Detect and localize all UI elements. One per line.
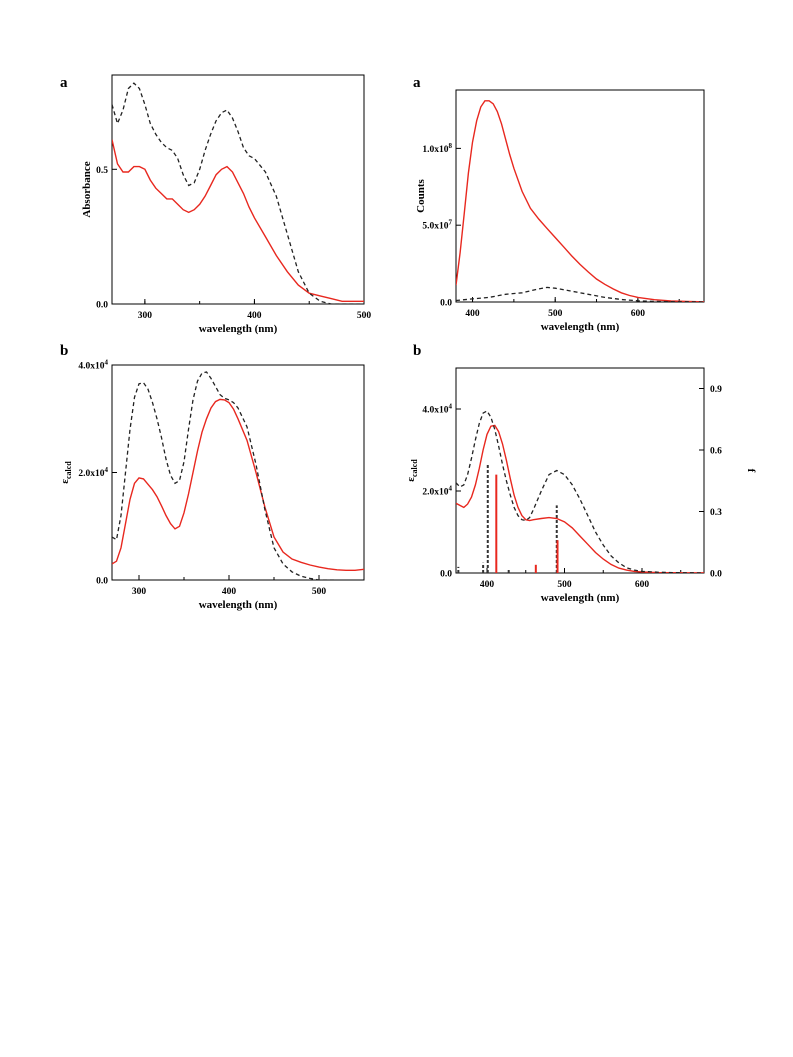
- series-line-solid: [112, 139, 364, 302]
- y-axis-title-text: ε: [405, 477, 417, 482]
- x-tick-label: 300: [132, 587, 147, 597]
- y-tick-label: 1.0x108: [422, 142, 452, 155]
- x-tick-label: 400: [465, 309, 480, 319]
- panel-label: a: [60, 75, 68, 91]
- x-tick-label: 400: [247, 311, 262, 321]
- y-tick-label: 0.0: [96, 577, 108, 587]
- y-axis-title: Absorbance: [81, 161, 93, 217]
- x-tick-label: 600: [631, 309, 646, 319]
- chart-panel-1: a 300 400 500 0.0 0.5 wavelength (nm) Absorbanc…: [60, 74, 372, 335]
- y-tick-label-text: 5.0x10: [422, 222, 448, 232]
- y-tick-label-text: 0.0: [96, 577, 108, 587]
- series-group: [456, 410, 704, 573]
- series-line-dashed: [112, 82, 364, 304]
- panel-label: b: [60, 343, 68, 359]
- x-axis-title: wavelength (nm): [199, 599, 278, 611]
- x-tick-label: 500: [557, 580, 572, 590]
- x-tick-label: 500: [357, 311, 372, 321]
- y-tick-label-text: 0.5: [96, 166, 108, 176]
- series-line-dashed: [112, 371, 337, 580]
- y-tick-label: 5.0x107: [422, 219, 452, 232]
- series-line-dashed: [456, 286, 704, 302]
- y-tick-label: 4.0x104: [422, 403, 452, 416]
- x-axis-title: wavelength (nm): [199, 323, 278, 335]
- y2-tick-label: 0.0: [710, 570, 722, 580]
- y-tick-label-text: 0.0: [96, 301, 108, 311]
- y-tick-label-exponent: 4: [105, 466, 109, 474]
- y-tick-label-text: 0.0: [440, 299, 452, 309]
- x-tick-label: 600: [635, 580, 650, 590]
- plot-frame: [111, 364, 365, 581]
- y2-axis-title: f: [745, 469, 757, 473]
- y-tick-label-exponent: 4: [449, 485, 453, 493]
- y-tick-label-text: 2.0x10: [78, 469, 104, 479]
- x-tick-label: 300: [138, 311, 153, 321]
- y-axis-title-text: ε: [59, 479, 71, 484]
- y-tick-label: 2.0x104: [422, 485, 452, 498]
- panel-label: b: [413, 343, 421, 359]
- series-line-solid: [456, 424, 704, 573]
- y-tick-label-text: 1.0x10: [422, 145, 448, 155]
- y-tick-label-exponent: 7: [449, 219, 453, 227]
- series-group: [456, 100, 704, 302]
- y-tick-label-exponent: 8: [449, 142, 453, 150]
- chart-panel-2: a 400 500 600 0.0 5.0x107 1.0x108 wavelength (n…: [413, 75, 705, 333]
- y-axis-title-subscript: calcd: [64, 461, 73, 479]
- x-tick-label: 500: [548, 309, 563, 319]
- y-tick-label-text: 4.0x10: [78, 362, 104, 372]
- y2-tick-label: 0.9: [710, 385, 722, 395]
- y-axis-title-text: Counts: [415, 178, 427, 212]
- x-axis-title: wavelength (nm): [541, 592, 620, 604]
- y-axis-title-subscript: calcd: [410, 459, 419, 477]
- y-tick-label-text: 4.0x10: [422, 406, 448, 416]
- y-tick-label-text: 0.0: [440, 570, 452, 580]
- x-tick-label: 400: [480, 580, 495, 590]
- y-tick-label: 0.0: [96, 301, 108, 311]
- y-tick-label: 4.0x104: [78, 359, 108, 372]
- y-tick-label-exponent: 4: [449, 403, 453, 411]
- y-tick-label: 2.0x104: [78, 466, 108, 479]
- y-tick-label-text: 2.0x10: [422, 488, 448, 498]
- plot-frame: [455, 367, 705, 574]
- y-axis-title-text: Absorbance: [81, 161, 93, 217]
- series-line-solid: [456, 100, 704, 302]
- x-tick-label: 500: [312, 587, 327, 597]
- y2-tick-label: 0.3: [710, 508, 722, 518]
- series-group: [112, 82, 364, 304]
- y-axis-title: εcalcd: [59, 461, 73, 484]
- stick-spectrum: [457, 464, 559, 573]
- y-tick-label: 0.0: [440, 570, 452, 580]
- y-tick-label: 0.5: [96, 166, 108, 176]
- y-tick-label-exponent: 4: [105, 359, 109, 367]
- y-axis-title: εcalcd: [405, 459, 419, 482]
- plot-frame: [111, 74, 365, 305]
- x-axis-title: wavelength (nm): [541, 321, 620, 333]
- series-group: [112, 371, 364, 580]
- y-axis-title: Counts: [415, 178, 427, 212]
- series-line-solid: [112, 398, 364, 571]
- panel-label: a: [413, 75, 421, 91]
- x-tick-label: 400: [222, 587, 237, 597]
- series-line-dashed: [456, 410, 704, 573]
- y-tick-label: 0.0: [440, 299, 452, 309]
- y2-tick-label: 0.6: [710, 447, 722, 457]
- plot-frame: [455, 89, 705, 303]
